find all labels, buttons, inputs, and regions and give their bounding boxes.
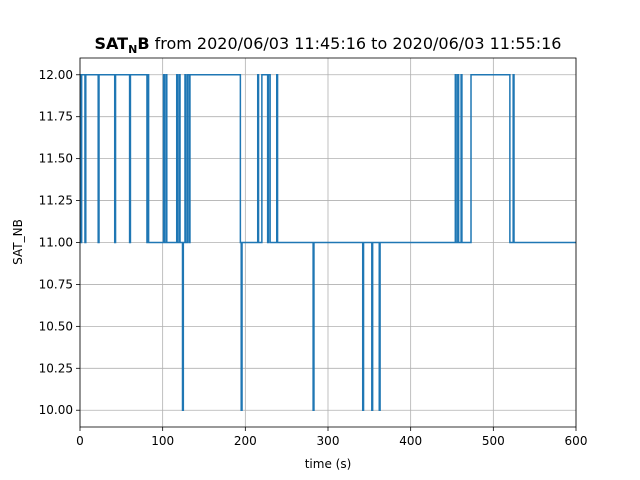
x-tick-label: 400 [399, 434, 422, 448]
y-tick-label: 12.00 [39, 68, 73, 82]
y-tick-label: 10.00 [39, 403, 73, 417]
axis-ticks: 0 100 200 300 400 500 600 10.00 10.25 10.50 10.75 1… [39, 68, 588, 448]
chart-title: SATNB from 2020/06/03 11:45:16 to 2020/0… [95, 34, 562, 56]
y-tick-label: 10.75 [39, 277, 73, 291]
x-tick-label: 200 [234, 434, 257, 448]
title-subscript: N [128, 43, 137, 56]
title-rest: from 2020/06/03 11:45:16 to 2020/06/03 1… [150, 34, 562, 53]
x-tick-label: 100 [151, 434, 174, 448]
y-tick-label: 10.25 [39, 361, 73, 375]
y-axis-label: SAT_NB [11, 219, 25, 265]
y-tick-label: 10.50 [39, 319, 73, 333]
series-layer [80, 74, 576, 411]
y-tick-label: 11.75 [39, 110, 73, 124]
y-tick-label: 11.50 [39, 152, 73, 166]
x-tick-label: 300 [317, 434, 340, 448]
x-axis-label: time (s) [305, 457, 352, 471]
x-tick-label: 600 [565, 434, 588, 448]
x-tick-label: 0 [76, 434, 84, 448]
y-tick-label: 11.25 [39, 194, 73, 208]
title-main: SAT [95, 34, 129, 53]
title-bold-suffix: B [137, 34, 149, 53]
y-tick-label: 11.00 [39, 236, 73, 250]
x-tick-label: 500 [482, 434, 505, 448]
series-line [80, 74, 576, 411]
